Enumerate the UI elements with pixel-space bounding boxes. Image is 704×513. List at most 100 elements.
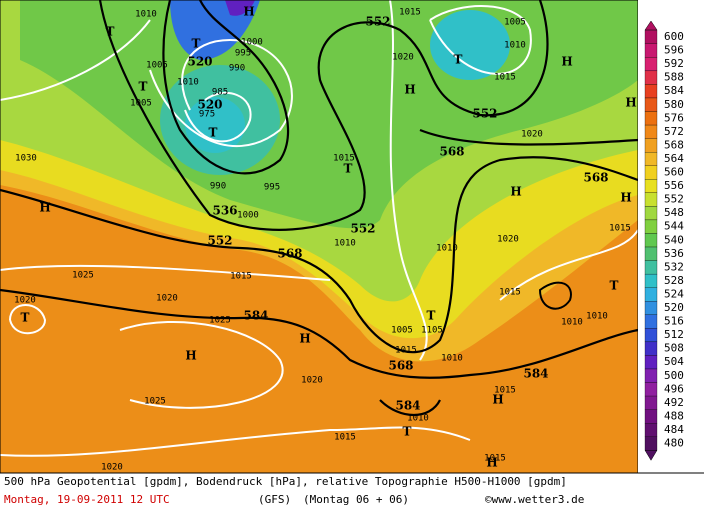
isobar	[0, 264, 331, 281]
pressure-center: T	[610, 279, 619, 293]
geopotential-label: 584	[523, 367, 548, 381]
low-cyan-2	[430, 10, 510, 80]
caption-model: (GFS)	[258, 493, 291, 506]
colorbar-swatch	[644, 423, 658, 437]
isobar-label: 1025	[72, 271, 94, 281]
isobar-label: 1010	[441, 354, 463, 364]
pressure-center: H	[404, 83, 415, 97]
colorbar-bottom-arrow	[644, 450, 658, 461]
geopotential-label: 568	[583, 171, 608, 185]
colorbar-label: 512	[664, 328, 684, 341]
isobars	[0, 0, 532, 457]
colorbar-label: 520	[664, 301, 684, 314]
caption-description: 500 hPa Geopotential [gpdm], Bodendruck …	[4, 475, 567, 488]
colorbar-swatch	[644, 436, 658, 451]
colorbar-swatch	[644, 355, 658, 370]
isobar-label: 995	[235, 49, 251, 59]
isobar-label: 1025	[209, 316, 231, 326]
geopotential-label: 584	[243, 309, 268, 323]
isobar-label: 1010	[177, 78, 199, 88]
isobar	[389, 0, 428, 361]
isobar-label: 1005	[391, 326, 413, 336]
colorbar-label: 480	[664, 437, 684, 450]
colorbar-label: 592	[664, 57, 684, 70]
caption-run: (Montag 06 + 06)	[303, 493, 409, 506]
caption-date: Montag, 19-09-2011 12 UTC	[4, 493, 170, 506]
isobar	[0, 19, 151, 101]
isobar-label: 1025	[144, 397, 166, 407]
geopotential-label: 552	[350, 222, 375, 236]
geopotential-line	[98, 0, 549, 231]
colorbar-swatch	[644, 84, 658, 99]
isobar-label: 1010	[436, 244, 458, 254]
isobar-label: 1030	[15, 154, 37, 164]
colorbar-swatch	[644, 219, 658, 234]
colorbar-swatch	[644, 152, 658, 166]
colorbar-swatch	[644, 341, 658, 356]
geopotential-label: 584	[395, 399, 420, 413]
geopotential-label: 552	[365, 15, 390, 29]
pressure-center: T	[106, 25, 115, 39]
geopotential-lines	[0, 0, 639, 416]
colorbar-label: 584	[664, 84, 684, 97]
isobar-label: 1020	[14, 296, 36, 306]
isobar-label: 1010	[407, 414, 429, 424]
colorbar-swatch	[644, 287, 658, 302]
colorbar-label: 596	[664, 44, 684, 57]
colorbar-label: 588	[664, 71, 684, 84]
colorbar-swatch	[644, 395, 658, 410]
colorbar-swatch	[644, 273, 658, 288]
isobar	[429, 5, 532, 75]
colorbar-label: 488	[664, 409, 684, 422]
isobar	[9, 304, 47, 335]
colorbar-swatch	[644, 97, 658, 112]
isobar-label: 975	[199, 110, 215, 120]
colorbar-label: 600	[664, 30, 684, 43]
colorbar-swatch	[644, 43, 658, 58]
isobar-label: 995	[264, 183, 280, 193]
pressure-center: T	[427, 309, 436, 323]
colorbar-swatch	[644, 301, 658, 315]
pressure-center: T	[139, 80, 148, 94]
isobar-label: 1005	[146, 61, 168, 71]
isobar-label: 1015	[395, 346, 417, 356]
pressure-center: T	[21, 311, 30, 325]
pressure-center: H	[299, 332, 310, 346]
pressure-center: T	[209, 126, 218, 140]
isobar-label: 1015	[494, 73, 516, 83]
isobar-label: 1015	[334, 433, 356, 443]
isobar-label: 1010	[334, 239, 356, 249]
geopotential-line	[0, 288, 639, 379]
isobar-label: 1015	[499, 288, 521, 298]
pressure-center: T	[403, 425, 412, 439]
pressure-center: H	[39, 201, 50, 215]
colorbar-label: 524	[664, 287, 684, 300]
isobar-label: 1015	[399, 8, 421, 18]
colorbar-swatch	[644, 179, 658, 193]
map	[0, 0, 639, 473]
isobar	[0, 426, 471, 457]
isobar-label: 1015	[494, 386, 516, 396]
pressure-center: T	[192, 37, 201, 51]
isobar-label: 1010	[135, 10, 157, 20]
isobar	[119, 320, 284, 409]
colorbar-label: 496	[664, 382, 684, 395]
isobar-label: 1015	[230, 272, 252, 282]
isobar-label: 1000	[237, 211, 259, 221]
colorbar-label: 552	[664, 193, 684, 206]
colorbar-label: 528	[664, 274, 684, 287]
isobar-label: 1010	[504, 41, 526, 51]
pressure-center: H	[625, 96, 636, 110]
pressure-center: H	[492, 393, 503, 407]
colorbar-label: 500	[664, 369, 684, 382]
colorbar-label: 492	[664, 396, 684, 409]
isobar-label: 1020	[156, 294, 178, 304]
colorbar-swatch	[644, 260, 658, 275]
isobar-label: 1005	[504, 18, 526, 28]
pressure-center: H	[185, 349, 196, 363]
pressure-center: H	[243, 5, 254, 19]
geopotential-label: 536	[212, 204, 237, 218]
geopotential-line	[419, 128, 639, 146]
isobar-label: 990	[210, 182, 226, 192]
isobar-label: 1020	[101, 463, 123, 473]
